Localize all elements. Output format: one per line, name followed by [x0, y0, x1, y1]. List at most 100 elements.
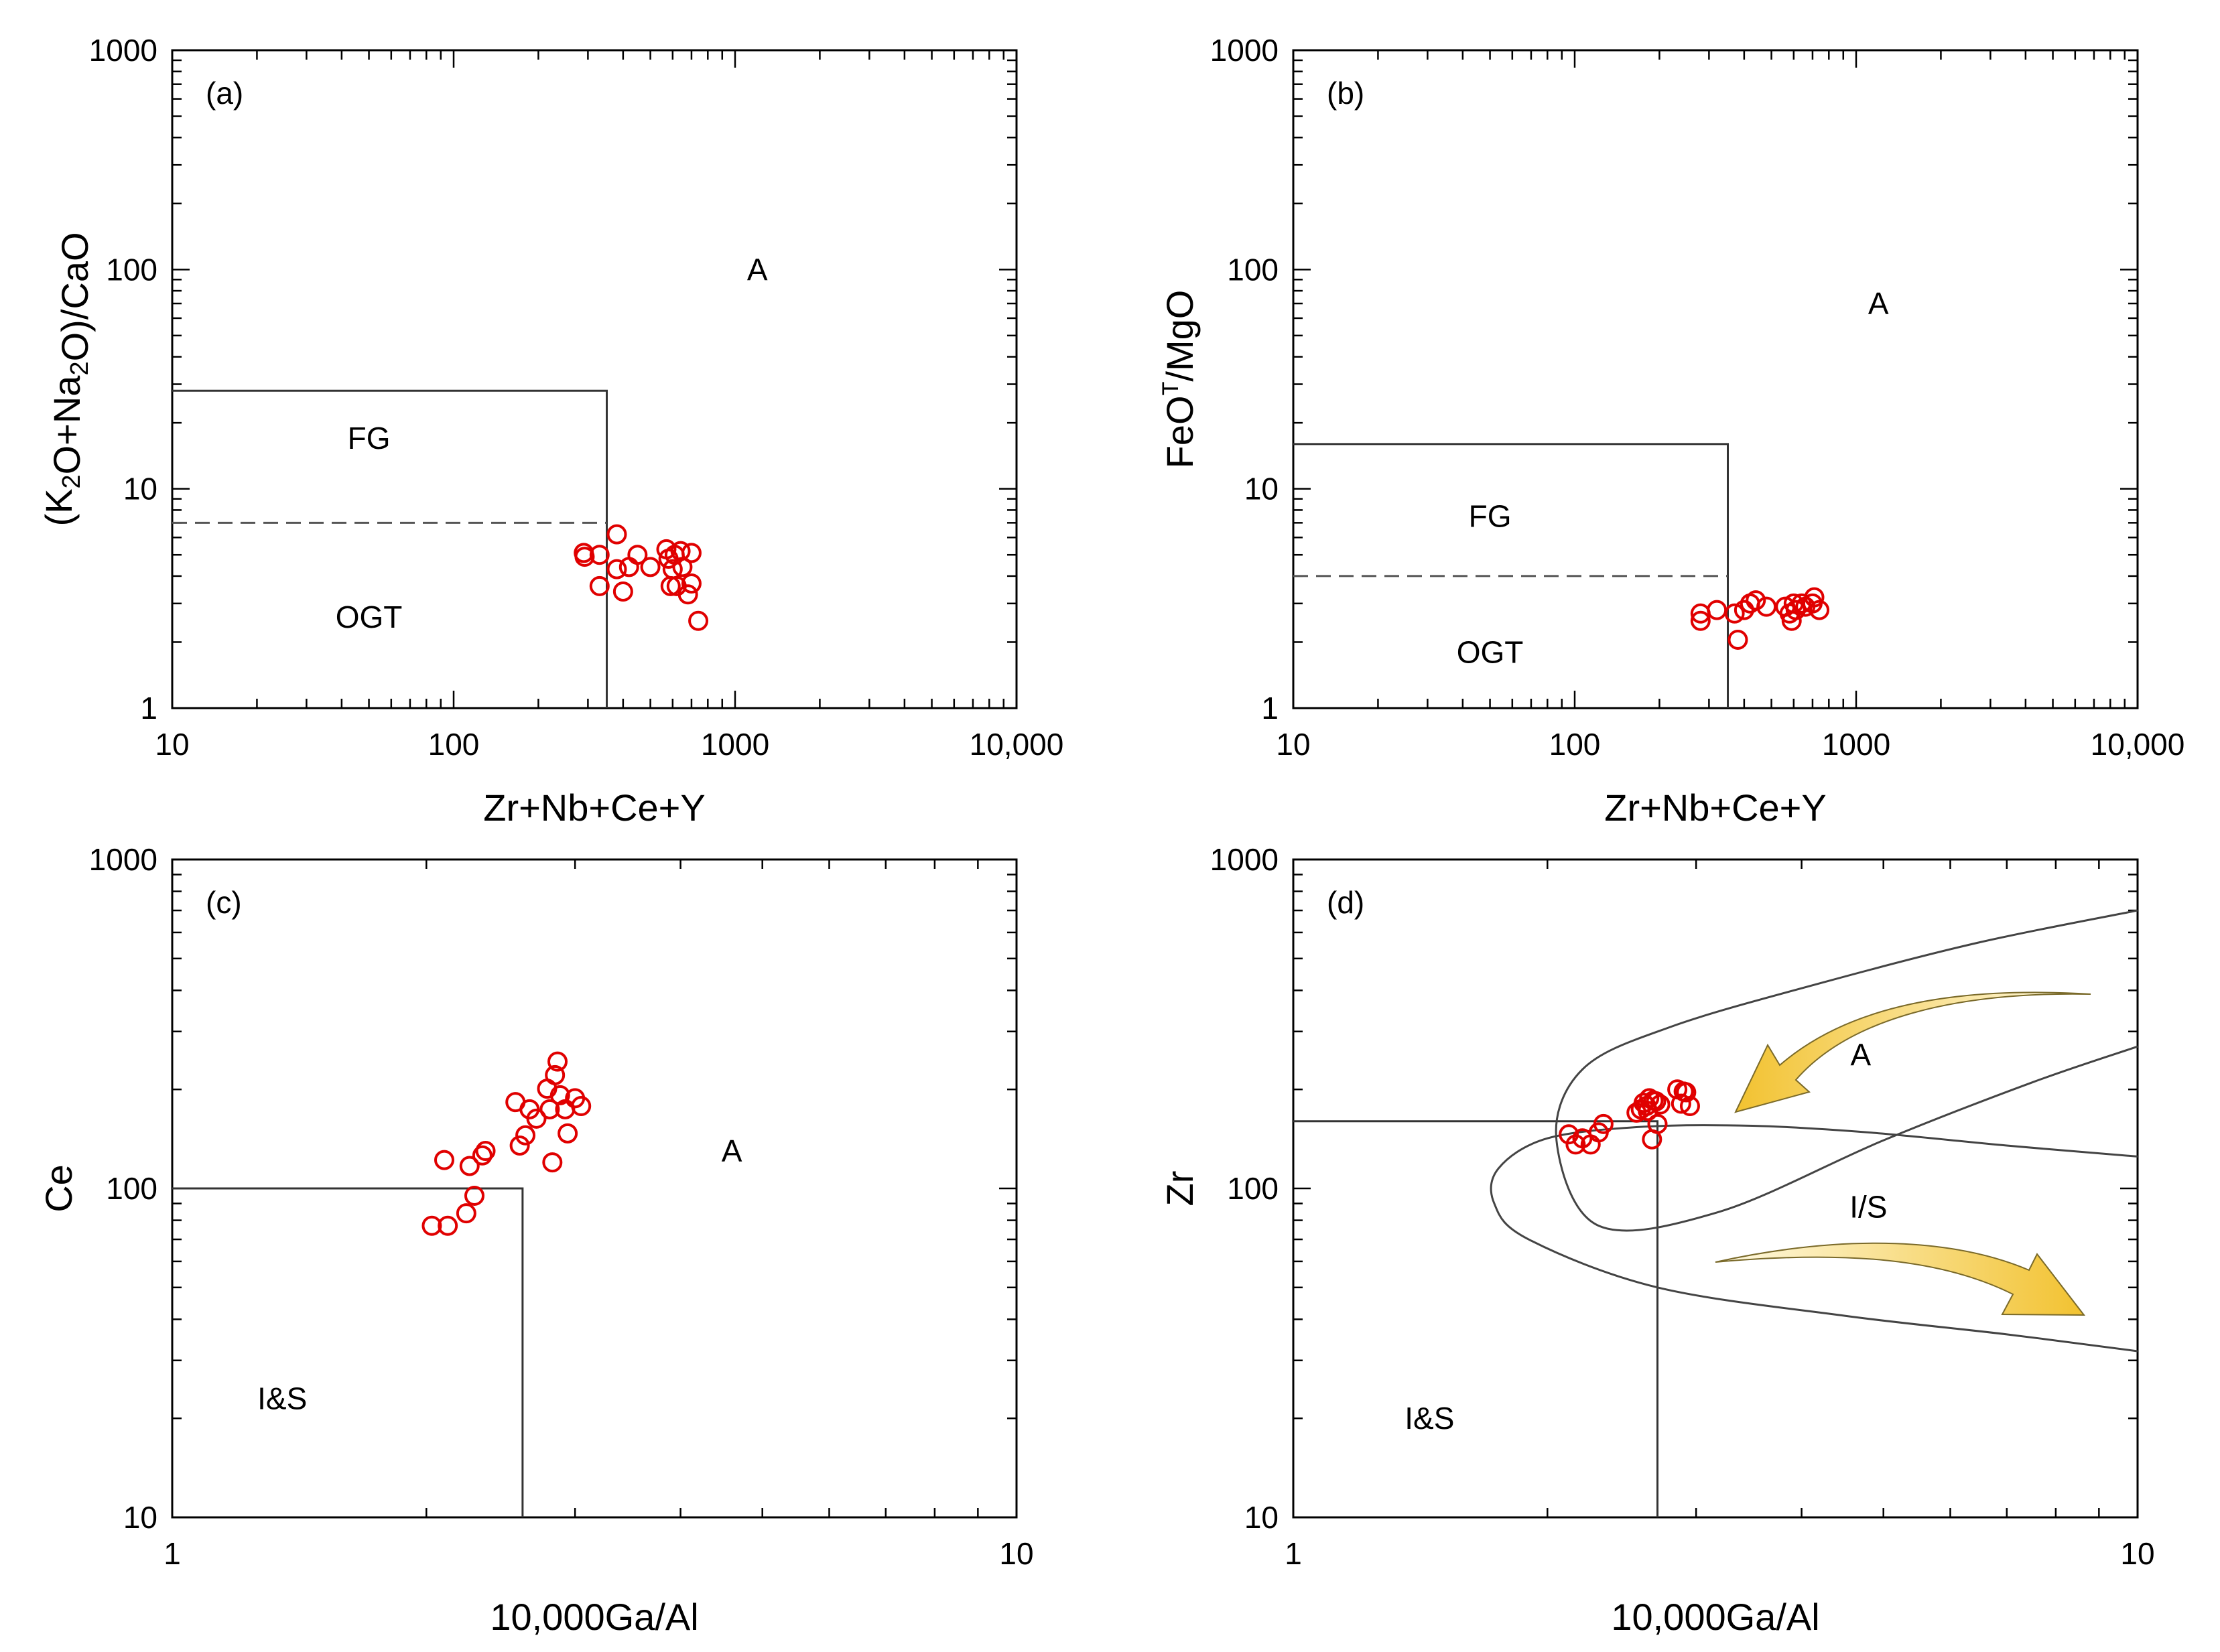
x-tick-label: 10 — [155, 727, 189, 762]
data-point — [545, 1064, 566, 1085]
x-tick-label: 1000 — [701, 727, 769, 762]
data-point — [1707, 600, 1727, 620]
x-axis-title: Zr+Nb+Ce+Y — [483, 786, 706, 829]
data-point — [464, 1185, 484, 1206]
field-label: I&S — [1405, 1401, 1454, 1436]
label-part: (K — [38, 489, 80, 527]
data-point — [612, 581, 633, 602]
x-axis-title: 10,000Ga/Al — [490, 1596, 698, 1638]
subscript: 2 — [66, 361, 94, 375]
x-axis-title: Zr+Nb+Ce+Y — [1604, 786, 1827, 829]
data-point — [509, 1135, 530, 1156]
data-series — [1559, 1079, 1700, 1155]
y-tick-label: 10 — [1244, 472, 1279, 506]
data-point — [1785, 600, 1806, 620]
data-point — [434, 1150, 454, 1170]
x-tick-label: 100 — [428, 727, 480, 762]
y-tick-label: 10 — [123, 1500, 157, 1535]
field-label: OGT — [336, 600, 403, 634]
data-series — [574, 524, 709, 631]
panel-label: (d) — [1327, 885, 1364, 920]
y-tick-label: 1000 — [89, 33, 157, 68]
panel-label: (a) — [206, 76, 243, 111]
data-point — [677, 584, 698, 605]
data-point — [672, 557, 693, 577]
field-label: I/S — [1849, 1189, 1887, 1224]
data-point — [589, 575, 610, 596]
field-label: I&S — [257, 1381, 307, 1416]
x-tick-label: 10 — [2120, 1536, 2154, 1571]
data-point — [539, 1099, 560, 1119]
data-point — [1734, 600, 1754, 620]
y-tick-label: 10 — [1244, 1500, 1279, 1535]
x-tick-label: 10 — [1276, 727, 1310, 762]
label-part: /MgO — [1159, 290, 1201, 382]
field-boundary — [1293, 1120, 1659, 1517]
data-point — [640, 557, 661, 577]
label-part: O)/CaO — [54, 232, 96, 361]
field-label: OGT — [1457, 634, 1524, 669]
panel-b: 10 100 1000 10,0001101001000Zr+Nb+Ce+YFeOT/… — [1158, 33, 2184, 829]
data-point — [1671, 1093, 1691, 1114]
x-tick-label: 10,000 — [970, 727, 1064, 762]
data-point — [1809, 600, 1830, 620]
data-point — [1679, 1096, 1700, 1117]
y-tick-label: 100 — [1227, 252, 1279, 287]
data-point — [459, 1156, 480, 1176]
subscript: 2 — [58, 474, 86, 488]
data-point — [526, 1108, 547, 1129]
a-type-field-outline — [1555, 909, 2138, 1232]
x-tick-label: 100 — [1549, 727, 1601, 762]
field-label: FG — [1469, 499, 1512, 534]
axis-ticks — [171, 49, 1018, 709]
x-axis-title: 10,000Ga/Al — [1611, 1596, 1819, 1638]
data-series — [421, 1051, 592, 1236]
x-tick-label: 1 — [1285, 1536, 1302, 1571]
data-point — [515, 1125, 536, 1146]
data-point — [1650, 1094, 1671, 1115]
data-point — [1746, 590, 1766, 611]
data-point — [681, 573, 702, 594]
data-point — [547, 1051, 568, 1072]
field-label: FG — [348, 421, 391, 456]
y-tick-label: 1 — [1261, 691, 1279, 726]
data-point — [475, 1141, 496, 1162]
data-point — [421, 1215, 442, 1236]
y-tick-label: 1000 — [1210, 33, 1279, 68]
x-tick-label: 10,000 — [2091, 727, 2185, 762]
data-point — [618, 557, 639, 577]
trend-arrow-is — [1715, 1242, 2086, 1316]
field-boundary — [172, 389, 608, 708]
y-axis-title: (K2O+Na2O)/CaO — [38, 232, 96, 526]
plot-frame — [1292, 49, 2139, 709]
field-label: A — [1850, 1037, 1871, 1072]
data-point — [589, 545, 610, 565]
trend-arrow-a — [1734, 991, 2091, 1113]
panel-label: (c) — [206, 885, 242, 920]
data-point — [456, 1203, 476, 1224]
y-tick-label: 100 — [106, 1171, 157, 1206]
y-axis-title: Ce — [38, 1164, 80, 1213]
axis-ticks — [1292, 858, 2139, 1519]
data-series — [1690, 587, 1830, 650]
y-tick-label: 100 — [106, 252, 157, 287]
data-point — [1724, 603, 1745, 624]
y-tick-label: 1000 — [1210, 842, 1279, 877]
data-point — [681, 543, 702, 563]
data-point — [1559, 1124, 1579, 1145]
data-point — [1565, 1134, 1586, 1155]
y-tick-label: 100 — [1227, 1171, 1279, 1206]
panel-a: 10 100 1000 10,0001101001000Zr+Nb+Ce+Y(K2O+… — [38, 33, 1063, 829]
data-point — [1791, 593, 1812, 614]
is-type-field-outline — [1490, 1124, 2138, 1353]
x-tick-label: 10 — [999, 1536, 1033, 1571]
plot-frame — [171, 49, 1018, 709]
data-point — [438, 1215, 458, 1236]
x-tick-label: 1000 — [1822, 727, 1890, 762]
data-point — [606, 559, 627, 579]
data-point — [472, 1145, 493, 1166]
data-point — [606, 524, 627, 545]
data-point — [549, 1085, 570, 1105]
